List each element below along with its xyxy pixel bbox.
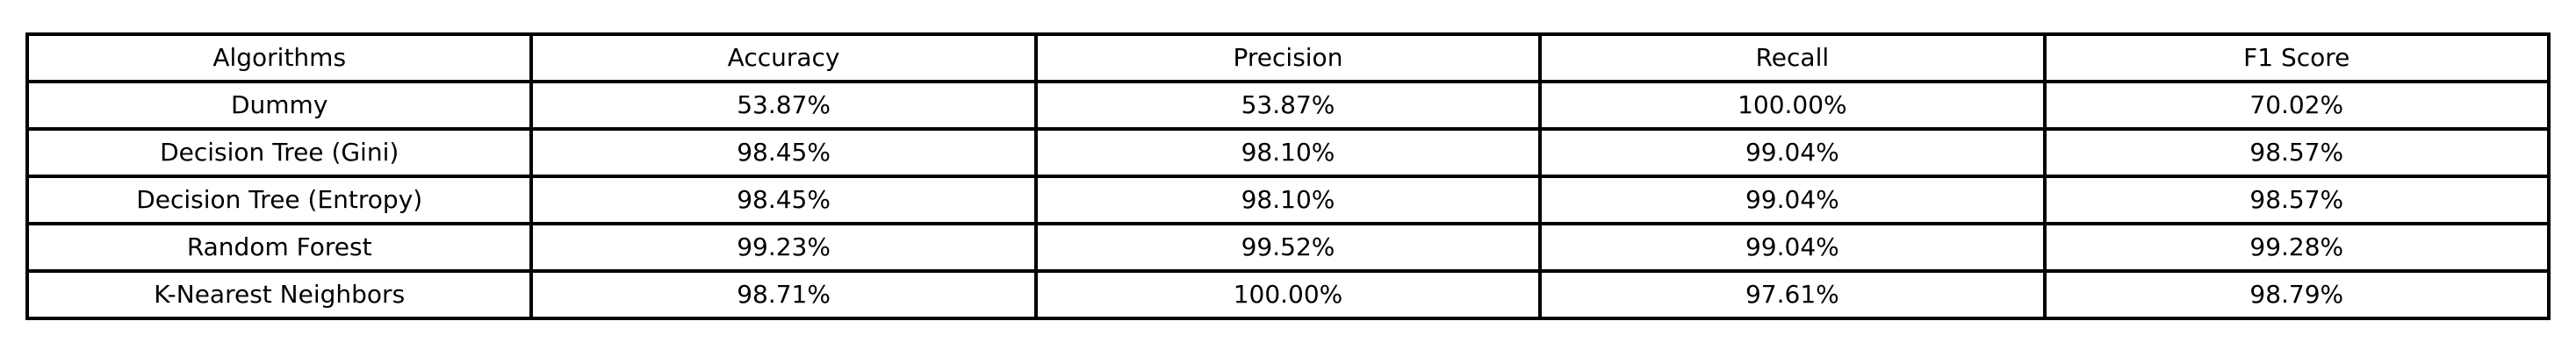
table-row: Random Forest 99.23% 99.52% 99.04% 99.28… xyxy=(25,222,2551,273)
header-cell-recall: Recall xyxy=(1538,32,2047,83)
cell-accuracy: 98.45% xyxy=(529,175,1038,225)
cell-recall: 99.04% xyxy=(1538,127,2047,178)
table-row: Dummy 53.87% 53.87% 100.00% 70.02% xyxy=(25,80,2551,131)
cell-algorithm: Decision Tree (Entropy) xyxy=(25,175,534,225)
header-cell-accuracy: Accuracy xyxy=(529,32,1038,83)
cell-recall: 99.04% xyxy=(1538,175,2047,225)
cell-recall: 97.61% xyxy=(1538,269,2047,320)
header-cell-algorithms: Algorithms xyxy=(25,32,534,83)
table-body: Dummy 53.87% 53.87% 100.00% 70.02% Decis… xyxy=(25,80,2551,320)
header-row: Algorithms Accuracy Precision Recall F1 … xyxy=(25,32,2551,83)
cell-accuracy: 99.23% xyxy=(529,222,1038,273)
table-header: Algorithms Accuracy Precision Recall F1 … xyxy=(25,32,2551,83)
results-table: Algorithms Accuracy Precision Recall F1 … xyxy=(25,32,2551,320)
cell-recall: 100.00% xyxy=(1538,80,2047,131)
cell-precision: 100.00% xyxy=(1033,269,1543,320)
cell-f1-score: 70.02% xyxy=(2042,80,2551,131)
cell-f1-score: 98.57% xyxy=(2042,175,2551,225)
cell-accuracy: 53.87% xyxy=(529,80,1038,131)
table-row: Decision Tree (Gini) 98.45% 98.10% 99.04… xyxy=(25,127,2551,178)
header-cell-precision: Precision xyxy=(1033,32,1543,83)
cell-f1-score: 98.57% xyxy=(2042,127,2551,178)
header-cell-f1-score: F1 Score xyxy=(2042,32,2551,83)
cell-algorithm: K-Nearest Neighbors xyxy=(25,269,534,320)
cell-precision: 99.52% xyxy=(1033,222,1543,273)
table-row: K-Nearest Neighbors 98.71% 100.00% 97.61… xyxy=(25,269,2551,320)
cell-precision: 98.10% xyxy=(1033,127,1543,178)
table-row: Decision Tree (Entropy) 98.45% 98.10% 99… xyxy=(25,175,2551,225)
results-table-container: Algorithms Accuracy Precision Recall F1 … xyxy=(25,32,2551,320)
cell-algorithm: Random Forest xyxy=(25,222,534,273)
cell-algorithm: Decision Tree (Gini) xyxy=(25,127,534,178)
cell-accuracy: 98.45% xyxy=(529,127,1038,178)
cell-recall: 99.04% xyxy=(1538,222,2047,273)
cell-precision: 98.10% xyxy=(1033,175,1543,225)
cell-precision: 53.87% xyxy=(1033,80,1543,131)
cell-algorithm: Dummy xyxy=(25,80,534,131)
cell-accuracy: 98.71% xyxy=(529,269,1038,320)
cell-f1-score: 99.28% xyxy=(2042,222,2551,273)
cell-f1-score: 98.79% xyxy=(2042,269,2551,320)
